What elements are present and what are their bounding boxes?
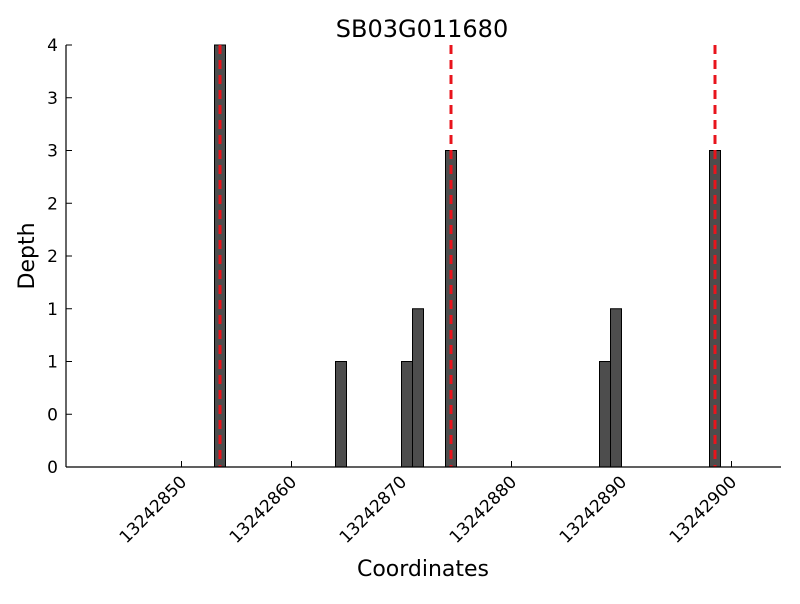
bar (610, 308, 622, 468)
bars-layer (214, 44, 721, 468)
bar (335, 361, 347, 468)
y-tick-label: 4 (47, 36, 58, 56)
bar (599, 361, 611, 468)
y-tick-label: 2 (47, 194, 58, 214)
y-tick-label: 2 (47, 247, 58, 267)
x-tick-label: 13242880 (446, 472, 521, 547)
x-tick-label: 13242850 (116, 472, 191, 547)
y-tick-label: 0 (47, 405, 58, 425)
bar (412, 308, 424, 468)
y-tick-label: 1 (47, 300, 58, 320)
x-tick-label: 13242870 (336, 472, 411, 547)
y-tick-label: 3 (47, 142, 58, 162)
x-tick-label: 13242860 (226, 472, 301, 547)
chart-title: SB03G011680 (336, 15, 508, 43)
ticks-layer: 0 0 1 1 2 2 3 3 4 13242850 13242860 13242870 1324288… (47, 36, 741, 548)
x-axis-label: Coordinates (357, 557, 489, 582)
y-tick-label: 3 (47, 89, 58, 109)
y-axis-label: Depth (15, 222, 40, 289)
bar (401, 361, 413, 468)
y-tick-label: 0 (47, 458, 58, 478)
x-tick-label: 13242890 (556, 472, 631, 547)
reference-lines-layer (218, 45, 717, 467)
x-tick-label: 13242900 (666, 472, 741, 547)
y-tick-label: 1 (47, 353, 58, 373)
